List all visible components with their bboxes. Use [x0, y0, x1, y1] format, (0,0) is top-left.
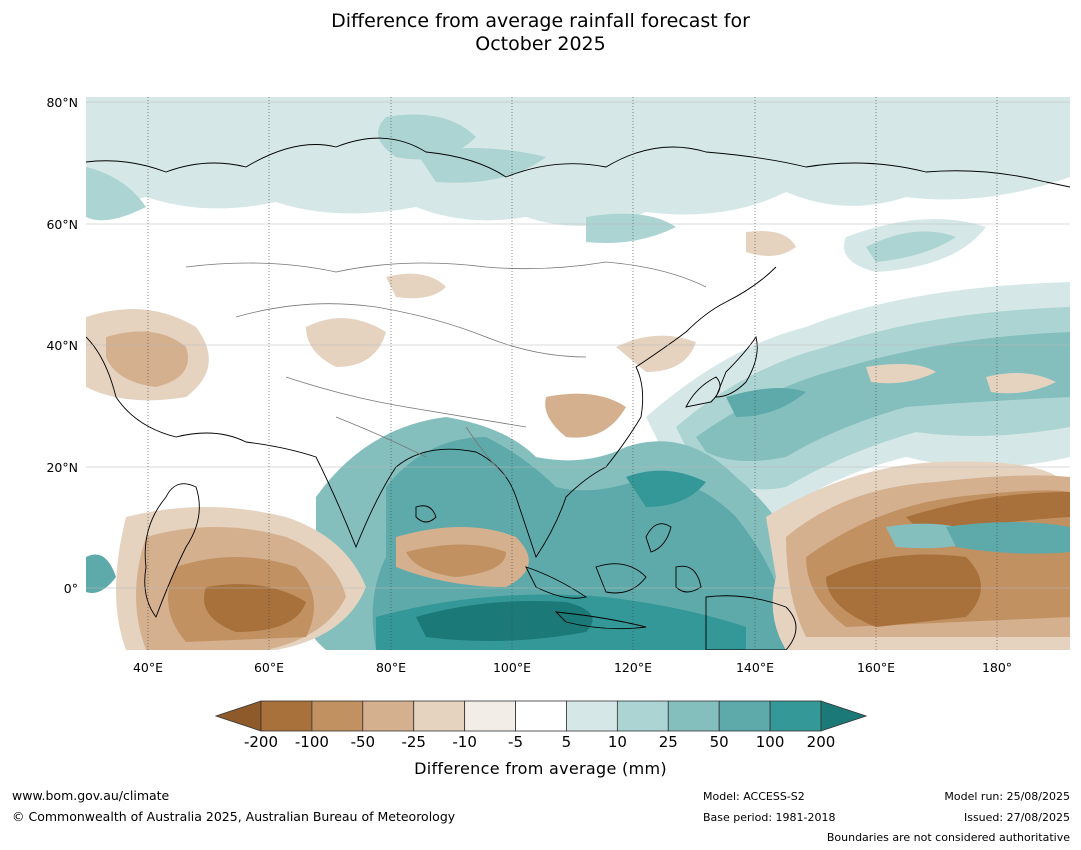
lon-label-120e: 120°E	[613, 660, 652, 675]
colorbar-swatch	[616, 700, 669, 732]
longitude-gridlines	[147, 97, 998, 650]
lon-label-40e: 40°E	[132, 660, 164, 675]
footer-disclaimer: Boundaries are not considered authoritat…	[826, 831, 1070, 844]
colorbar-tick-label: 25	[658, 733, 678, 751]
footer-model: Model: ACCESS-S2	[703, 790, 805, 803]
colorbar-tick-label: 50	[709, 733, 729, 751]
footer-copyright: © Commonwealth of Australia 2025, Austra…	[12, 809, 456, 824]
colorbar-tick-label: -10	[452, 733, 477, 751]
rainfall-anomaly-map	[86, 97, 1070, 650]
map-title: Difference from average rainfall forecas…	[0, 10, 1081, 56]
lat-label-40n: 40°N	[46, 338, 78, 353]
colorbar-tick-label: 200	[806, 733, 836, 751]
colorbar-extend-high	[820, 700, 867, 732]
colorbar-swatch	[718, 700, 771, 732]
colorbar-swatch	[260, 700, 313, 732]
colorbar-tick-label: -50	[350, 733, 376, 751]
colorbar-swatch	[413, 700, 466, 732]
lat-label-60n: 60°N	[46, 217, 78, 232]
title-line-2: October 2025	[475, 33, 606, 55]
anomaly-fill-dry-areas	[86, 231, 1070, 650]
colorbar-swatch	[769, 700, 822, 732]
footer-model-run: Model run: 25/08/2025	[944, 790, 1070, 803]
colorbar-swatch	[566, 700, 618, 732]
lon-label-180: 180°	[981, 660, 1013, 675]
colorbar-tick-label: 100	[755, 733, 785, 751]
lon-label-160e: 160°E	[856, 660, 895, 675]
anomaly-fill-indian-ocean	[303, 417, 867, 650]
colorbar-tick-label: -100	[294, 733, 329, 751]
lon-label-100e: 100°E	[492, 660, 531, 675]
country-borders	[185, 261, 707, 478]
lon-label-80e: 80°E	[375, 660, 407, 675]
colorbar-tick-label: -25	[401, 733, 426, 751]
anomaly-fill-arctic	[86, 97, 1070, 272]
latitude-gridlines	[86, 101, 1070, 589]
colorbar-swatch	[515, 700, 567, 732]
colorbar	[215, 700, 867, 732]
colorbar-tick-label: -5	[508, 733, 524, 751]
colorbar-tick-label: 10	[607, 733, 627, 751]
lon-label-140e: 140°E	[735, 660, 774, 675]
footer-issued: Issued: 27/08/2025	[963, 811, 1070, 824]
lat-label-80n: 80°N	[46, 95, 78, 110]
colorbar-tick-label: 5	[561, 733, 572, 751]
footer-website[interactable]: www.bom.gov.au/climate	[12, 788, 170, 803]
coastlines	[86, 137, 1070, 650]
lat-label-equator: 0°	[63, 581, 78, 596]
colorbar-swatch	[311, 700, 364, 732]
colorbar-swatch	[667, 700, 720, 732]
lon-label-60e: 60°E	[253, 660, 285, 675]
colorbar-tick-label: -200	[243, 733, 279, 751]
title-line-1: Difference from average rainfall forecas…	[331, 10, 750, 32]
colorbar-title: Difference from average (mm)	[414, 759, 667, 778]
colorbar-swatch	[362, 700, 415, 732]
colorbar-extend-low	[215, 700, 262, 732]
footer-base-period: Base period: 1981-2018	[703, 811, 836, 824]
colorbar-swatch	[464, 700, 516, 732]
lat-label-20n: 20°N	[46, 460, 78, 475]
